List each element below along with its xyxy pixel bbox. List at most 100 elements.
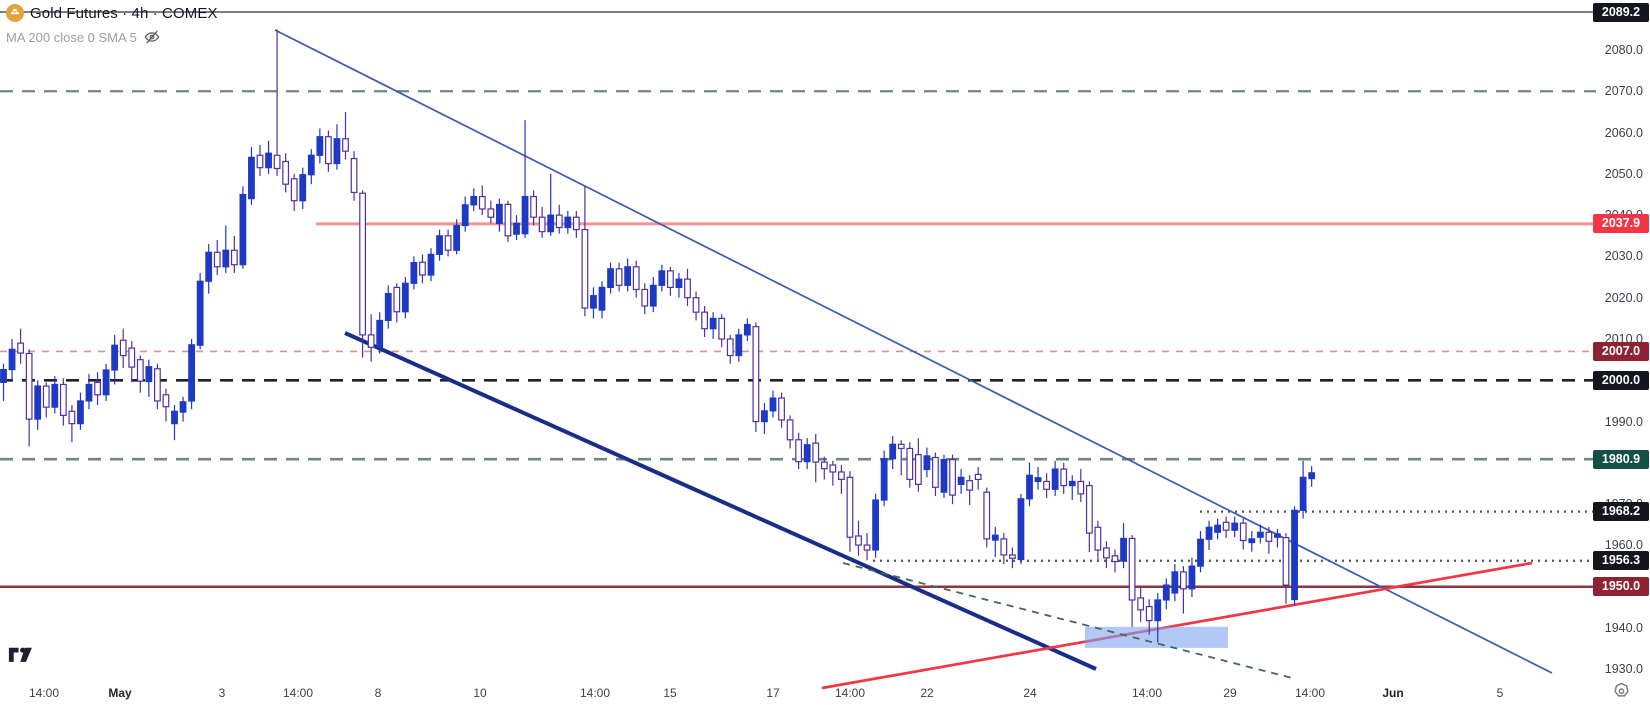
candle-body [829,464,837,473]
candle-body [1171,571,1179,594]
price-badge-1968.2: 1968.2 [1593,502,1649,522]
time-label: 8 [374,686,382,700]
candle-body [940,458,948,493]
candle-body [504,203,512,237]
candle-body [880,458,888,501]
demand-zone [1085,626,1228,648]
candle-body [111,344,119,371]
candle-body [478,195,486,210]
candle-body [444,235,452,251]
candle-body [1308,472,1316,480]
price-tick-label: 2050.0 [1604,166,1643,181]
candle-body [513,222,520,235]
candle-body [342,138,349,152]
candle-body [872,499,879,551]
price-axis[interactable]: 2080.02070.02060.02050.02040.02030.02020… [1570,0,1650,705]
symbol-title[interactable]: Gold Futures · 4h · COMEX [30,4,218,22]
time-label: 29 [1223,686,1237,700]
tradingview-logo[interactable] [8,647,35,672]
candle-body [991,534,999,541]
candle-body [179,401,187,413]
candle-body [1299,476,1307,511]
candle-body [470,195,478,206]
candle-body [350,157,358,194]
candle-body [1000,538,1008,556]
candle-body [1248,538,1256,544]
indicator-label: MA 200 close 0 SMA 5 [6,29,137,45]
candle-body [128,347,136,368]
candle-body [581,228,589,309]
price-badge-1950.0: 1950.0 [1593,577,1649,597]
candle-body [222,249,230,268]
time-label: 14:00 [1131,686,1163,700]
gold-futures-icon [6,4,24,22]
candle-body [1043,480,1051,490]
candle-body [290,178,298,202]
instrument-settings-icon[interactable] [1611,681,1632,705]
candle-body [1179,571,1187,590]
candle-body [1188,565,1196,590]
price-tick-label: 2080.0 [1604,42,1643,57]
candle-body [136,359,144,382]
price-tick-label: 2020.0 [1604,290,1643,305]
candle-body [863,544,871,551]
candle-body [188,344,196,402]
candle-body [154,368,161,402]
price-tick-label: 1960.0 [1604,538,1643,553]
candle-body [496,203,503,225]
candle-body [94,381,101,396]
candle-body [239,193,247,266]
candle-body [265,152,272,169]
candle-body [564,216,572,229]
candle-body [726,338,734,357]
candle-body [1051,468,1059,490]
candle-body [282,160,290,185]
price-tick-label: 2030.0 [1604,249,1643,264]
candle-body [25,352,33,420]
time-axis[interactable]: 14:00 May 3 14:00 8 10 14:00 15 17 14:00 22 24 14:00… [0,684,1650,705]
candle-body [914,454,922,485]
candle-body [786,419,794,441]
candle-body [256,154,264,169]
candle-body [273,154,281,170]
candle-body [949,458,956,496]
candle-body [299,174,307,202]
eye-off-icon[interactable] [144,29,160,45]
steep-channel-line [344,331,1097,671]
time-label: 22 [920,686,934,700]
time-label: 14:00 [579,686,611,700]
candle-body [658,270,666,286]
candle-body [1034,477,1042,483]
candle-body [666,270,674,289]
time-label: 10 [473,686,487,700]
candle-body [701,311,708,330]
candle-body [966,480,974,491]
candle-body [598,286,606,311]
candle-body [487,208,495,218]
candle-body [855,535,862,546]
candle-body [615,268,623,286]
candle-body [1205,526,1213,540]
candle-body [1128,537,1136,601]
candle-body [572,216,580,231]
candle-body [632,266,640,291]
candle-body [196,280,204,346]
candle-body [897,443,905,450]
time-label: 14:00 [28,686,60,700]
candle-body [846,476,854,538]
price-badge-2089.2: 2089.2 [1593,2,1649,22]
price-badge-2037.9: 2037.9 [1593,214,1649,234]
candle-body [820,461,828,470]
time-label: 14:00 [834,686,866,700]
candle-body [752,326,760,423]
candle-body [171,410,178,425]
candle-body [957,476,965,485]
candle-body [735,334,743,357]
chart-header: Gold Futures · 4h · COMEX MA 200 close 0… [6,3,218,45]
candle-body [213,251,221,268]
price-tick-label: 1930.0 [1604,662,1643,677]
candle-body [769,397,777,412]
price-badge-2007.0: 2007.0 [1593,341,1649,361]
